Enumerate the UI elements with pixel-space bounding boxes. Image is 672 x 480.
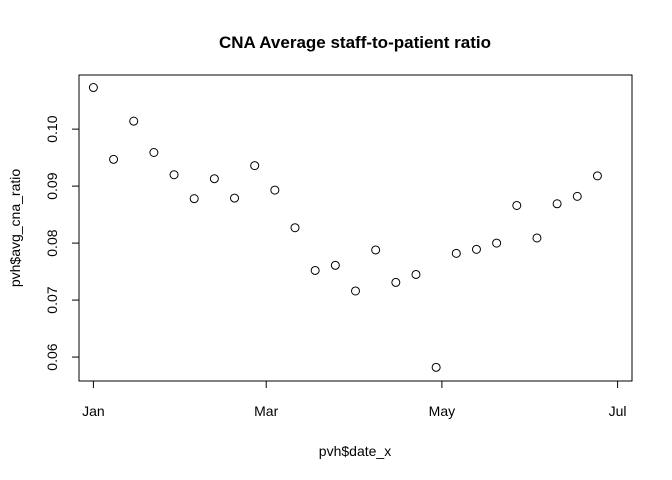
data-point xyxy=(552,199,562,209)
data-point xyxy=(109,154,119,164)
y-tick-label: 0.09 xyxy=(44,172,60,199)
data-point xyxy=(209,174,219,184)
x-tick-label: Jul xyxy=(609,403,627,419)
data-point xyxy=(592,171,602,181)
data-point xyxy=(532,233,542,243)
data-point xyxy=(512,200,522,210)
y-tick-label: 0.06 xyxy=(44,343,60,370)
data-point xyxy=(492,238,502,248)
x-tick-label: Mar xyxy=(254,403,278,419)
data-point xyxy=(189,194,199,204)
data-point xyxy=(371,245,381,255)
data-point xyxy=(330,260,340,270)
data-point xyxy=(149,147,159,157)
x-axis-label: pvh$date_x xyxy=(319,443,391,459)
x-tick-label: Jan xyxy=(82,403,105,419)
plot-frame xyxy=(78,74,633,382)
y-tick-label: 0.07 xyxy=(44,286,60,313)
data-point xyxy=(431,362,441,372)
y-tick-label: 0.10 xyxy=(44,115,60,142)
y-axis: 0.06 0.07 0.08 0.09 0.10 xyxy=(44,115,80,371)
chart-title: CNA Average staff-to-patient ratio xyxy=(219,33,491,52)
data-point xyxy=(391,277,401,287)
data-point xyxy=(471,244,481,254)
data-point xyxy=(290,223,300,233)
data-point xyxy=(572,191,582,201)
y-tick-label: 0.08 xyxy=(44,229,60,256)
data-point xyxy=(169,170,179,180)
x-axis: Jan Mar May Jul xyxy=(82,380,627,419)
data-point xyxy=(88,83,98,93)
data-point xyxy=(230,193,240,203)
y-axis-label: pvh$avg_cna_ratio xyxy=(7,169,23,288)
data-point xyxy=(351,286,360,296)
data-point xyxy=(129,116,139,126)
data-point xyxy=(270,185,280,195)
data-point xyxy=(451,248,461,258)
data-point xyxy=(310,265,320,275)
data-point xyxy=(411,269,421,279)
data-point xyxy=(250,161,260,171)
data-points xyxy=(88,83,602,372)
x-tick-label: May xyxy=(429,403,455,419)
